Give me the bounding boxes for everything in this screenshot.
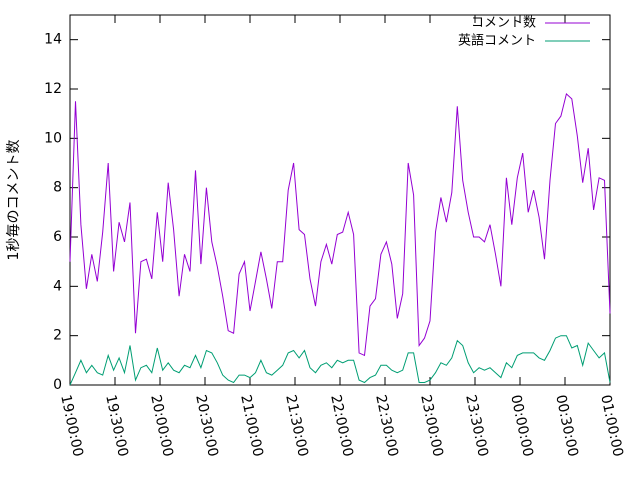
x-tick-label: 23:00:00	[417, 393, 446, 458]
legend-label-1: 英語コメント	[458, 33, 536, 49]
x-tick-label: 21:00:00	[237, 393, 266, 458]
y-tick-label: 10	[44, 130, 62, 146]
x-tick-label: 00:30:00	[552, 393, 581, 458]
y-tick-label: 8	[53, 180, 62, 196]
x-axis: 19:00:00 19:30:00 20:00:00 20:30:00 21:00:00…	[57, 15, 626, 458]
y-tick-label: 6	[53, 229, 62, 245]
legend-label-0: コメント数	[471, 16, 536, 31]
x-tick-label: 00:00:00	[507, 393, 536, 458]
x-tick-label: 20:00:00	[147, 393, 176, 458]
y-tick-label: 12	[44, 81, 62, 97]
y-tick-label: 14	[44, 32, 62, 48]
y-tick-label: 4	[53, 278, 62, 294]
series-line-0	[69, 92, 611, 357]
x-tick-label: 23:30:00	[462, 393, 491, 458]
series-line-1	[69, 335, 611, 386]
plot-frame	[69, 14, 611, 386]
y-tick-label: 0	[53, 377, 62, 393]
x-tick-label: 19:30:00	[102, 393, 131, 458]
x-tick-label: 01:00:00	[597, 393, 626, 458]
x-tick-label: 21:30:00	[282, 393, 311, 458]
x-tick-label: 19:00:00	[57, 393, 86, 458]
x-tick-label: 20:30:00	[192, 393, 221, 458]
x-tick-label: 22:30:00	[372, 393, 401, 458]
y-axis-label: 1秒毎のコメント数	[6, 140, 22, 261]
plot-area	[69, 14, 611, 386]
y-tick-label: 2	[53, 328, 62, 344]
series-lines	[69, 92, 611, 386]
x-tick-label: 22:00:00	[327, 393, 356, 458]
